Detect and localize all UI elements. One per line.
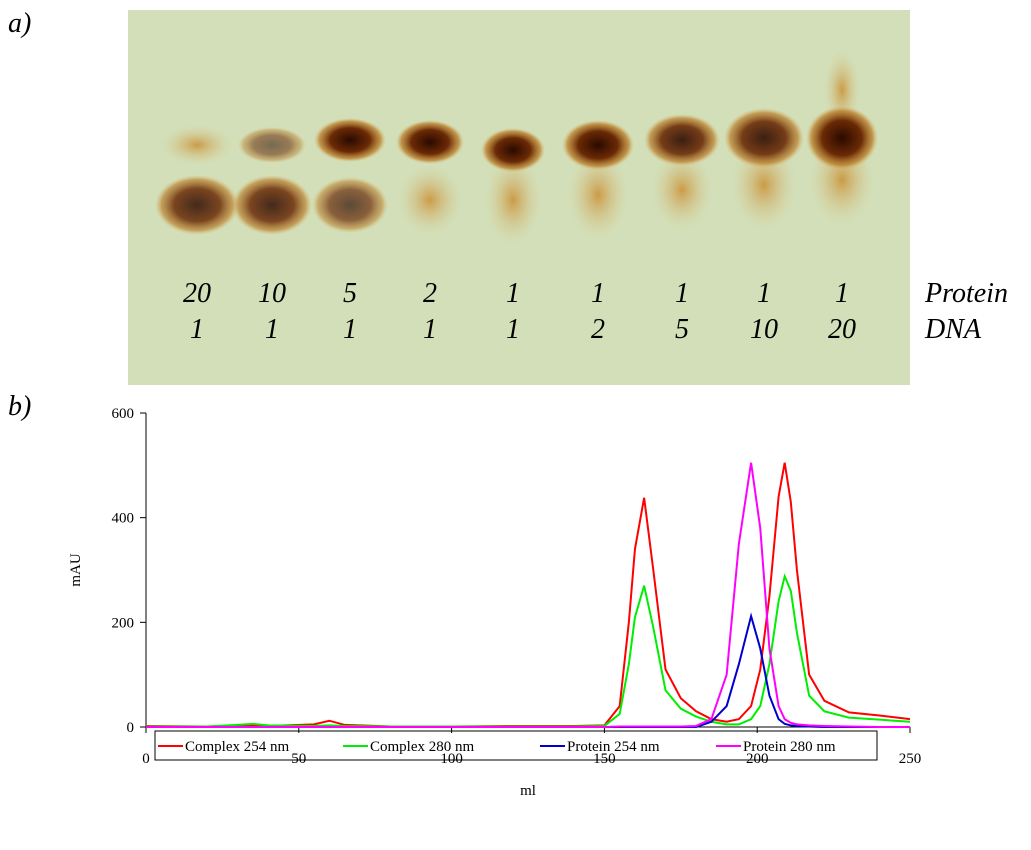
lane-label: 1: [757, 278, 771, 309]
lane-label: 1: [506, 314, 520, 345]
y-tick-label: 400: [112, 511, 135, 527]
lane-label: 1: [506, 278, 520, 309]
x-axis-label: ml: [520, 783, 536, 799]
y-axis-label: mAU: [68, 553, 84, 587]
lane-label: 20: [828, 314, 856, 345]
lane-label: 1: [343, 314, 357, 345]
row-label: Protein: [924, 278, 1008, 309]
legend-label: Protein 254 nm: [567, 739, 660, 755]
y-tick-label: 200: [112, 615, 135, 631]
y-tick-label: 0: [127, 720, 135, 736]
gel-labels: 20 10 5 2 1 1 1 1 1 1 1 1 1 1 2 5 10 20: [183, 278, 856, 345]
series-line: [145, 462, 911, 728]
gel-image: [128, 10, 910, 385]
lane-label: 20: [183, 278, 211, 309]
panel-label: b): [8, 391, 31, 422]
series-line: [146, 573, 911, 728]
row-label: DNA: [924, 314, 982, 345]
legend-label: Complex 254 nm: [185, 739, 289, 755]
lane-label: 1: [835, 278, 849, 309]
lane-label: 1: [265, 314, 279, 345]
lane-label: 5: [343, 278, 357, 309]
chart: mAU ml 0 200 400 600 0 50 100 150 200 250 Complex …: [68, 406, 921, 799]
legend-box: [154, 730, 878, 761]
x-tick-label: 0: [142, 751, 150, 767]
lane-label: 1: [591, 278, 605, 309]
x-tick-label: 100: [440, 751, 463, 767]
legend-label: Protein 280 nm: [743, 739, 836, 755]
legend-label: Complex 280 nm: [370, 739, 474, 755]
lane-label: 2: [591, 314, 605, 345]
y-tick-label: 600: [112, 406, 135, 422]
x-tick-label: 250: [899, 751, 922, 767]
lane-label: 10: [258, 278, 286, 309]
lane-label: 1: [423, 314, 437, 345]
lane-label: 2: [423, 278, 437, 309]
lane-label: 1: [190, 314, 204, 345]
series-line: [146, 612, 910, 728]
x-tick-label: 50: [291, 751, 306, 767]
lane-label: 1: [675, 278, 689, 309]
panel-label: a): [8, 8, 31, 39]
lane-label: 10: [750, 314, 778, 345]
x-tick-label: 150: [593, 751, 616, 767]
series-line: [146, 462, 910, 728]
x-tick-label: 200: [746, 751, 769, 767]
lane-label: 5: [675, 314, 689, 345]
